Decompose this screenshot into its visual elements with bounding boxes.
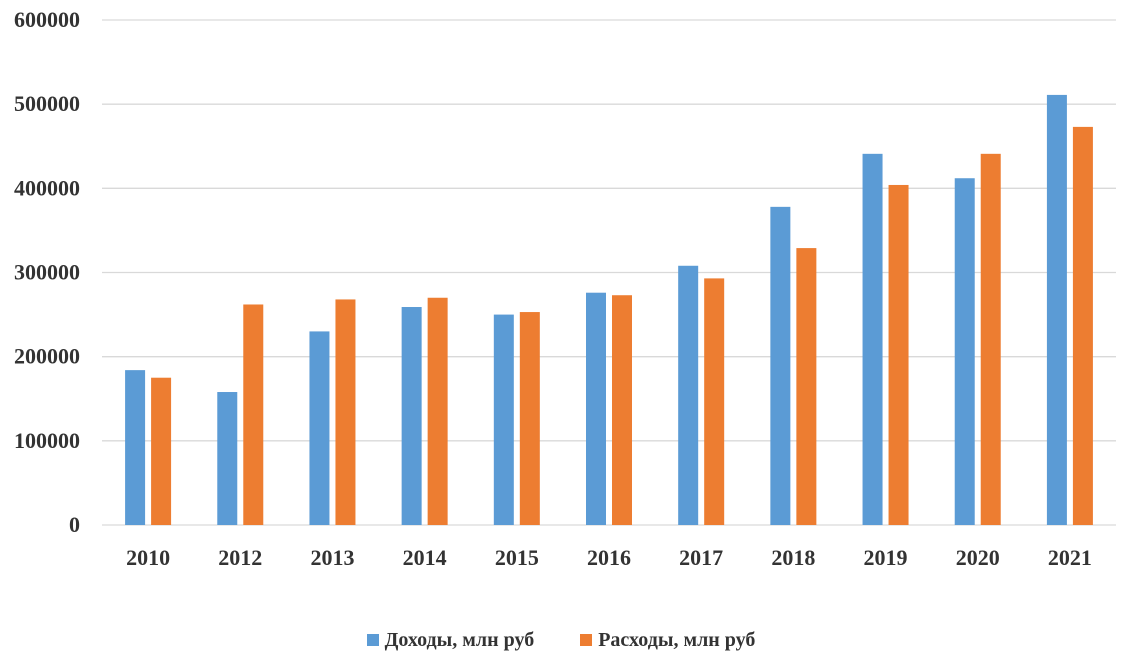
bar-income [586, 292, 606, 525]
bars [125, 94, 1093, 526]
x-tick-label: 2016 [587, 545, 631, 570]
bar-income [309, 331, 330, 525]
bar-expenses [519, 312, 540, 525]
bar-expenses [612, 295, 632, 525]
y-tick-label: 0 [69, 512, 80, 537]
x-tick-label: 2019 [864, 545, 908, 570]
x-tick-label: 2013 [310, 545, 354, 570]
bar-income [1046, 94, 1067, 526]
x-tick-label: 2012 [218, 545, 262, 570]
bar-expenses [335, 299, 356, 525]
x-axis-ticks: 2010 2012 2013 2014 2015 2016 2017 2018 2019 2020… [126, 545, 1092, 570]
legend-swatch-income [366, 634, 379, 646]
legend-label-income: Доходы, млн руб [384, 628, 535, 651]
bar-income [770, 206, 791, 525]
legend-item-expenses: Расходы, млн руб [580, 629, 755, 652]
x-tick-label: 2015 [495, 545, 539, 570]
y-axis-ticks: 0 100000 200000 300000 400000 500000 600000 [14, 7, 80, 537]
bar-expenses [243, 304, 264, 525]
legend: Доходы, млн руб Расходы, млн руб [0, 622, 1122, 658]
y-tick-label: 600000 [14, 7, 80, 32]
y-tick-label: 100000 [14, 428, 80, 453]
bar-expenses [1072, 126, 1093, 526]
x-tick-label: 2014 [403, 545, 447, 570]
y-tick-label: 500000 [14, 91, 80, 116]
bar-expenses [427, 297, 448, 525]
bar-expenses [980, 153, 1001, 525]
x-tick-label: 2010 [126, 545, 170, 570]
bar-income [217, 392, 238, 525]
x-tick-label: 2020 [956, 545, 1000, 570]
x-tick-label: 2018 [771, 545, 815, 570]
bar-expenses [704, 278, 725, 525]
bar-chart: 0 100000 200000 300000 400000 500000 600000 20… [14, 7, 1116, 570]
y-tick-label: 300000 [14, 260, 80, 285]
gridlines [102, 19, 1116, 526]
bar-income [678, 265, 699, 525]
bar-income [862, 153, 883, 525]
bar-income [954, 178, 975, 525]
y-tick-label: 400000 [14, 175, 80, 200]
legend-item-income: Доходы, млн руб [366, 628, 535, 652]
legend-label-expenses: Расходы, млн руб [598, 628, 756, 651]
bar-income [125, 370, 146, 525]
bar-expenses [151, 377, 172, 525]
legend-swatch-expenses [580, 634, 593, 646]
bar-income [493, 314, 514, 525]
x-tick-label: 2017 [679, 545, 723, 570]
bar-expenses [888, 184, 909, 525]
bar-income [401, 307, 422, 525]
x-tick-label: 2021 [1048, 545, 1092, 570]
bar-expenses [796, 248, 817, 525]
y-tick-label: 200000 [14, 344, 80, 369]
